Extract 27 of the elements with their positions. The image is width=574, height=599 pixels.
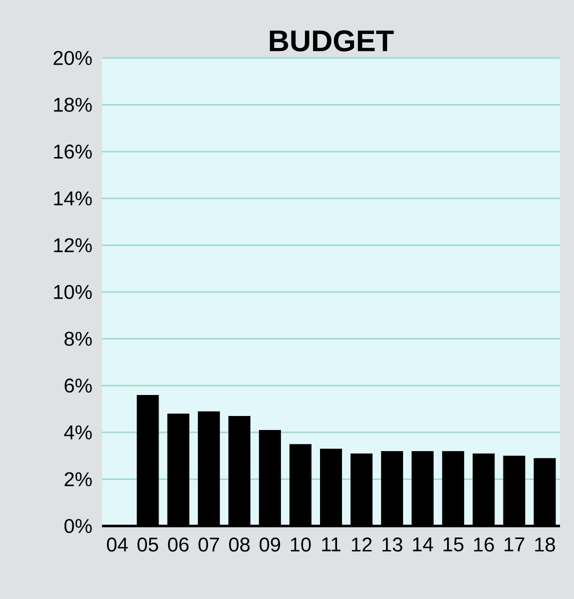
x-tick-label: 14: [413, 538, 434, 552]
x-tick-label: 16: [474, 538, 494, 552]
y-tick-label: 0%: [64, 518, 92, 534]
y-tick-label: 16%: [54, 144, 92, 159]
y-tick-label: 20%: [54, 50, 92, 66]
x-tick-label: 12: [352, 538, 372, 552]
x-tick-label: 09: [260, 538, 280, 552]
x-tick-label: 10: [290, 538, 311, 552]
x-tick-label: 11: [322, 538, 340, 552]
x-tick-label: 08: [229, 538, 250, 552]
y-tick-label: 14%: [54, 191, 92, 206]
x-tick-label: 17: [504, 538, 524, 552]
y-tick-label: 12%: [54, 238, 92, 252]
y-tick-label: 2%: [64, 472, 92, 486]
x-tick-label: 18: [535, 538, 555, 552]
x-tick-label: 07: [198, 538, 219, 552]
y-tick-label: 10%: [54, 284, 92, 300]
x-tick-label: 04: [106, 538, 128, 552]
y-tick-label: 6%: [64, 378, 92, 393]
y-tick-label: 8%: [64, 332, 92, 346]
x-tick-label: 06: [168, 538, 189, 552]
y-tick-label: 4%: [64, 425, 92, 440]
x-tick-label: 15: [444, 538, 464, 552]
x-tick-label: 13: [382, 538, 402, 552]
chart-title: BUDGET: [270, 30, 394, 52]
x-tick-label: 05: [138, 538, 158, 552]
y-tick-label: 18%: [54, 98, 92, 112]
